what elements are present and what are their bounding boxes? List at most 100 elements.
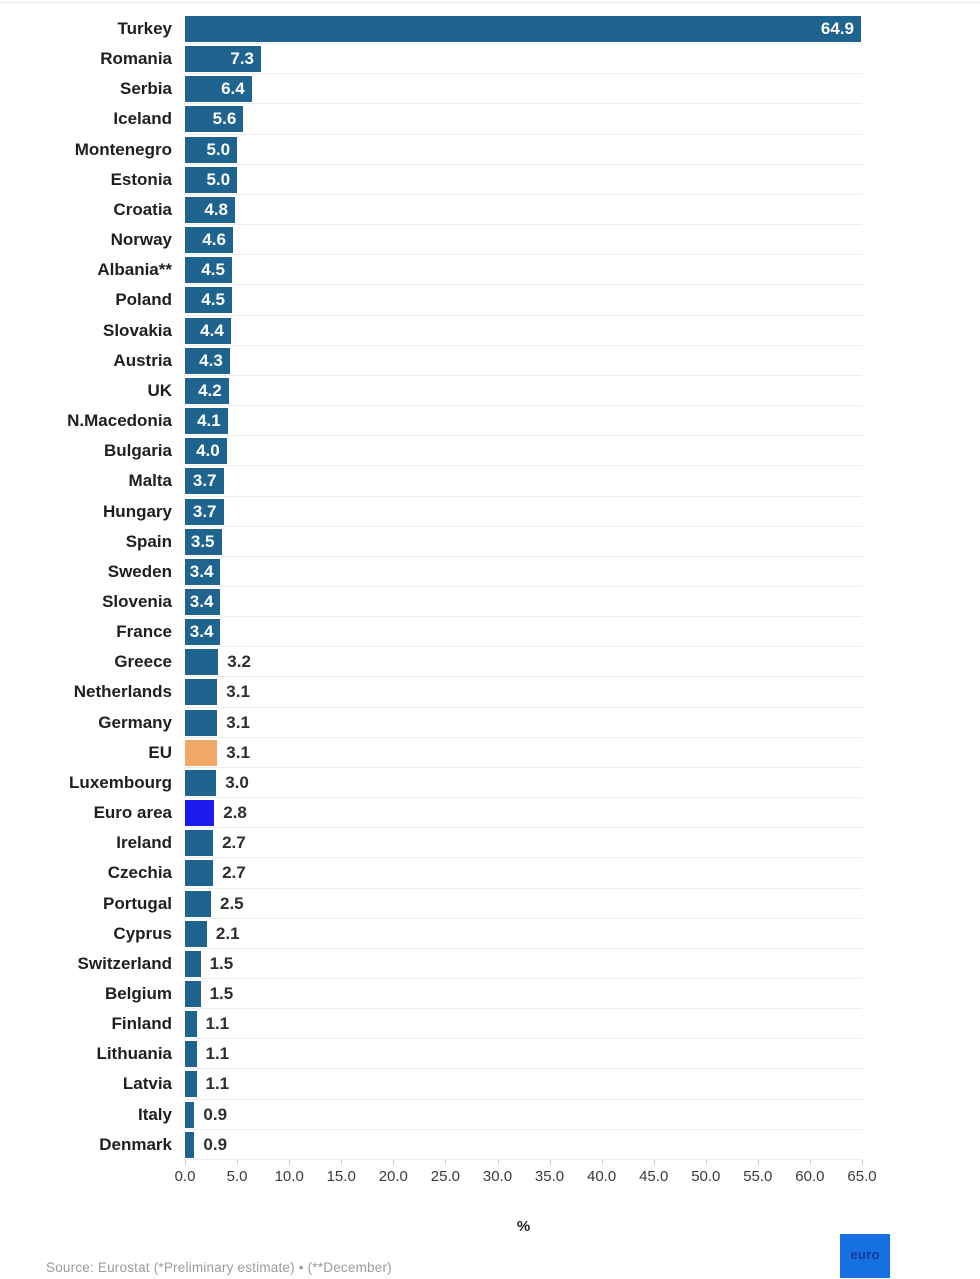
value-label: 3.1 [226, 742, 250, 762]
value-bar[interactable] [185, 377, 229, 404]
value-bar[interactable] [185, 317, 231, 344]
value-bar[interactable] [185, 588, 221, 615]
value-bar[interactable] [185, 408, 228, 435]
bar-track: 5.0 [185, 165, 862, 195]
value-label: 1.1 [205, 1014, 230, 1034]
bar-row: Denmark 0.9 [0, 1130, 980, 1160]
value-bar[interactable] [185, 558, 221, 585]
value-bar[interactable] [185, 920, 207, 947]
value-bar[interactable] [185, 800, 215, 827]
bar-row: Sweden 3.4 [0, 557, 980, 587]
bar-row: Italy 0.9 [0, 1100, 980, 1130]
bar-row: Albania** 4.5 [0, 255, 980, 286]
x-axis-tick-mark [341, 1159, 343, 1165]
bar-row: Romania 7.3 [0, 44, 980, 75]
bar-row: Serbia 6.4 [0, 74, 980, 105]
value-bar[interactable] [185, 649, 219, 676]
country-label: Italy [137, 1104, 172, 1124]
value-label: 6.4 [221, 79, 245, 99]
value-bar[interactable] [185, 438, 227, 465]
bar-track: 3.4 [185, 557, 862, 587]
value-label: 5.6 [212, 109, 237, 129]
value-bar[interactable] [185, 166, 238, 193]
value-bar[interactable] [185, 136, 238, 163]
value-label: 4.3 [199, 350, 223, 370]
chart-top-border [0, 2, 980, 3]
value-label: 1.1 [205, 1044, 230, 1064]
bar-track: 3.5 [185, 527, 862, 557]
value-label: 3.4 [189, 622, 214, 642]
bar-track: 4.4 [185, 316, 862, 346]
value-bar[interactable] [185, 287, 232, 314]
value-bar[interactable] [185, 1041, 197, 1068]
country-label: Bulgaria [103, 441, 172, 461]
value-bar[interactable] [185, 196, 235, 223]
bar-chart: Turkey 64.9 Romania 7.3 Serbia 6.4 Iceland 5.6 M… [0, 14, 980, 1235]
value-bar[interactable] [185, 950, 201, 977]
country-label: Switzerland [77, 953, 172, 973]
bar-track: 1.1 [185, 1009, 862, 1040]
country-label: Denmark [99, 1134, 172, 1154]
bar-track: 2.1 [185, 919, 862, 949]
x-axis-tick-mark [757, 1159, 759, 1165]
country-label: Turkey [117, 19, 173, 38]
value-bar[interactable] [185, 468, 224, 495]
x-axis-tick-label: 50.0 [691, 1167, 721, 1185]
value-bar[interactable] [185, 528, 222, 555]
x-axis-tick-label: 5.0 [226, 1167, 248, 1185]
bar-row: Switzerland 1.5 [0, 949, 980, 979]
bar-track: 4.6 [185, 225, 862, 256]
country-label: Portugal [103, 893, 172, 913]
value-bar[interactable] [185, 257, 232, 284]
euronews-logo[interactable]: euro [840, 1234, 890, 1278]
value-bar[interactable] [185, 890, 211, 917]
bar-row: UK 4.2 [0, 376, 980, 407]
bar-track: 3.7 [185, 497, 862, 527]
bar-row: Austria 4.3 [0, 346, 980, 376]
value-label: 5.0 [206, 169, 231, 189]
value-bar[interactable] [185, 619, 221, 646]
value-bar[interactable] [185, 1131, 195, 1158]
value-bar[interactable] [185, 1101, 195, 1128]
country-label: Belgium [104, 984, 172, 1003]
value-bar[interactable] [185, 347, 230, 374]
x-axis-tick-label: 65.0 [847, 1167, 877, 1185]
value-bar[interactable] [185, 769, 217, 796]
country-label: Slovakia [103, 320, 172, 340]
bar-track: 0.9 [185, 1130, 862, 1160]
value-bar[interactable] [185, 1011, 197, 1038]
bar-track: 5.6 [185, 104, 862, 135]
bar-row: France 3.4 [0, 617, 980, 648]
country-label: Luxembourg [69, 772, 172, 792]
value-bar[interactable] [185, 106, 244, 133]
value-bar[interactable] [185, 739, 218, 766]
value-bar[interactable] [185, 46, 261, 73]
x-axis-tick-mark [185, 1159, 186, 1165]
country-label: Ireland [116, 833, 172, 853]
bar-row: Slovenia 3.4 [0, 587, 980, 618]
value-bar[interactable] [185, 16, 861, 42]
value-bar[interactable] [185, 227, 233, 254]
bar-row: Belgium 1.5 [0, 979, 980, 1010]
chart-footer: Source: Eurostat (*Preliminary estimate)… [0, 1234, 980, 1279]
value-bar[interactable] [185, 830, 214, 857]
value-bar[interactable] [185, 498, 224, 525]
value-bar[interactable] [185, 76, 252, 103]
value-label: 4.6 [202, 230, 226, 250]
bar-track: 3.4 [185, 587, 862, 618]
value-bar[interactable] [185, 1071, 197, 1098]
bar-row: Bulgaria 4.0 [0, 436, 980, 467]
value-bar[interactable] [185, 860, 214, 887]
country-label: Estonia [110, 169, 172, 189]
bar-track: 4.3 [185, 346, 862, 376]
value-bar[interactable] [185, 981, 201, 1007]
x-axis-tick-mark [653, 1159, 655, 1165]
value-bar[interactable] [185, 679, 218, 706]
country-label: Cyprus [113, 923, 172, 943]
country-label: Montenegro [74, 139, 172, 159]
bar-track: 4.5 [185, 255, 862, 286]
x-axis-tick-label: 0.0 [174, 1167, 196, 1185]
value-bar[interactable] [185, 709, 218, 736]
value-label: 3.0 [225, 772, 249, 792]
